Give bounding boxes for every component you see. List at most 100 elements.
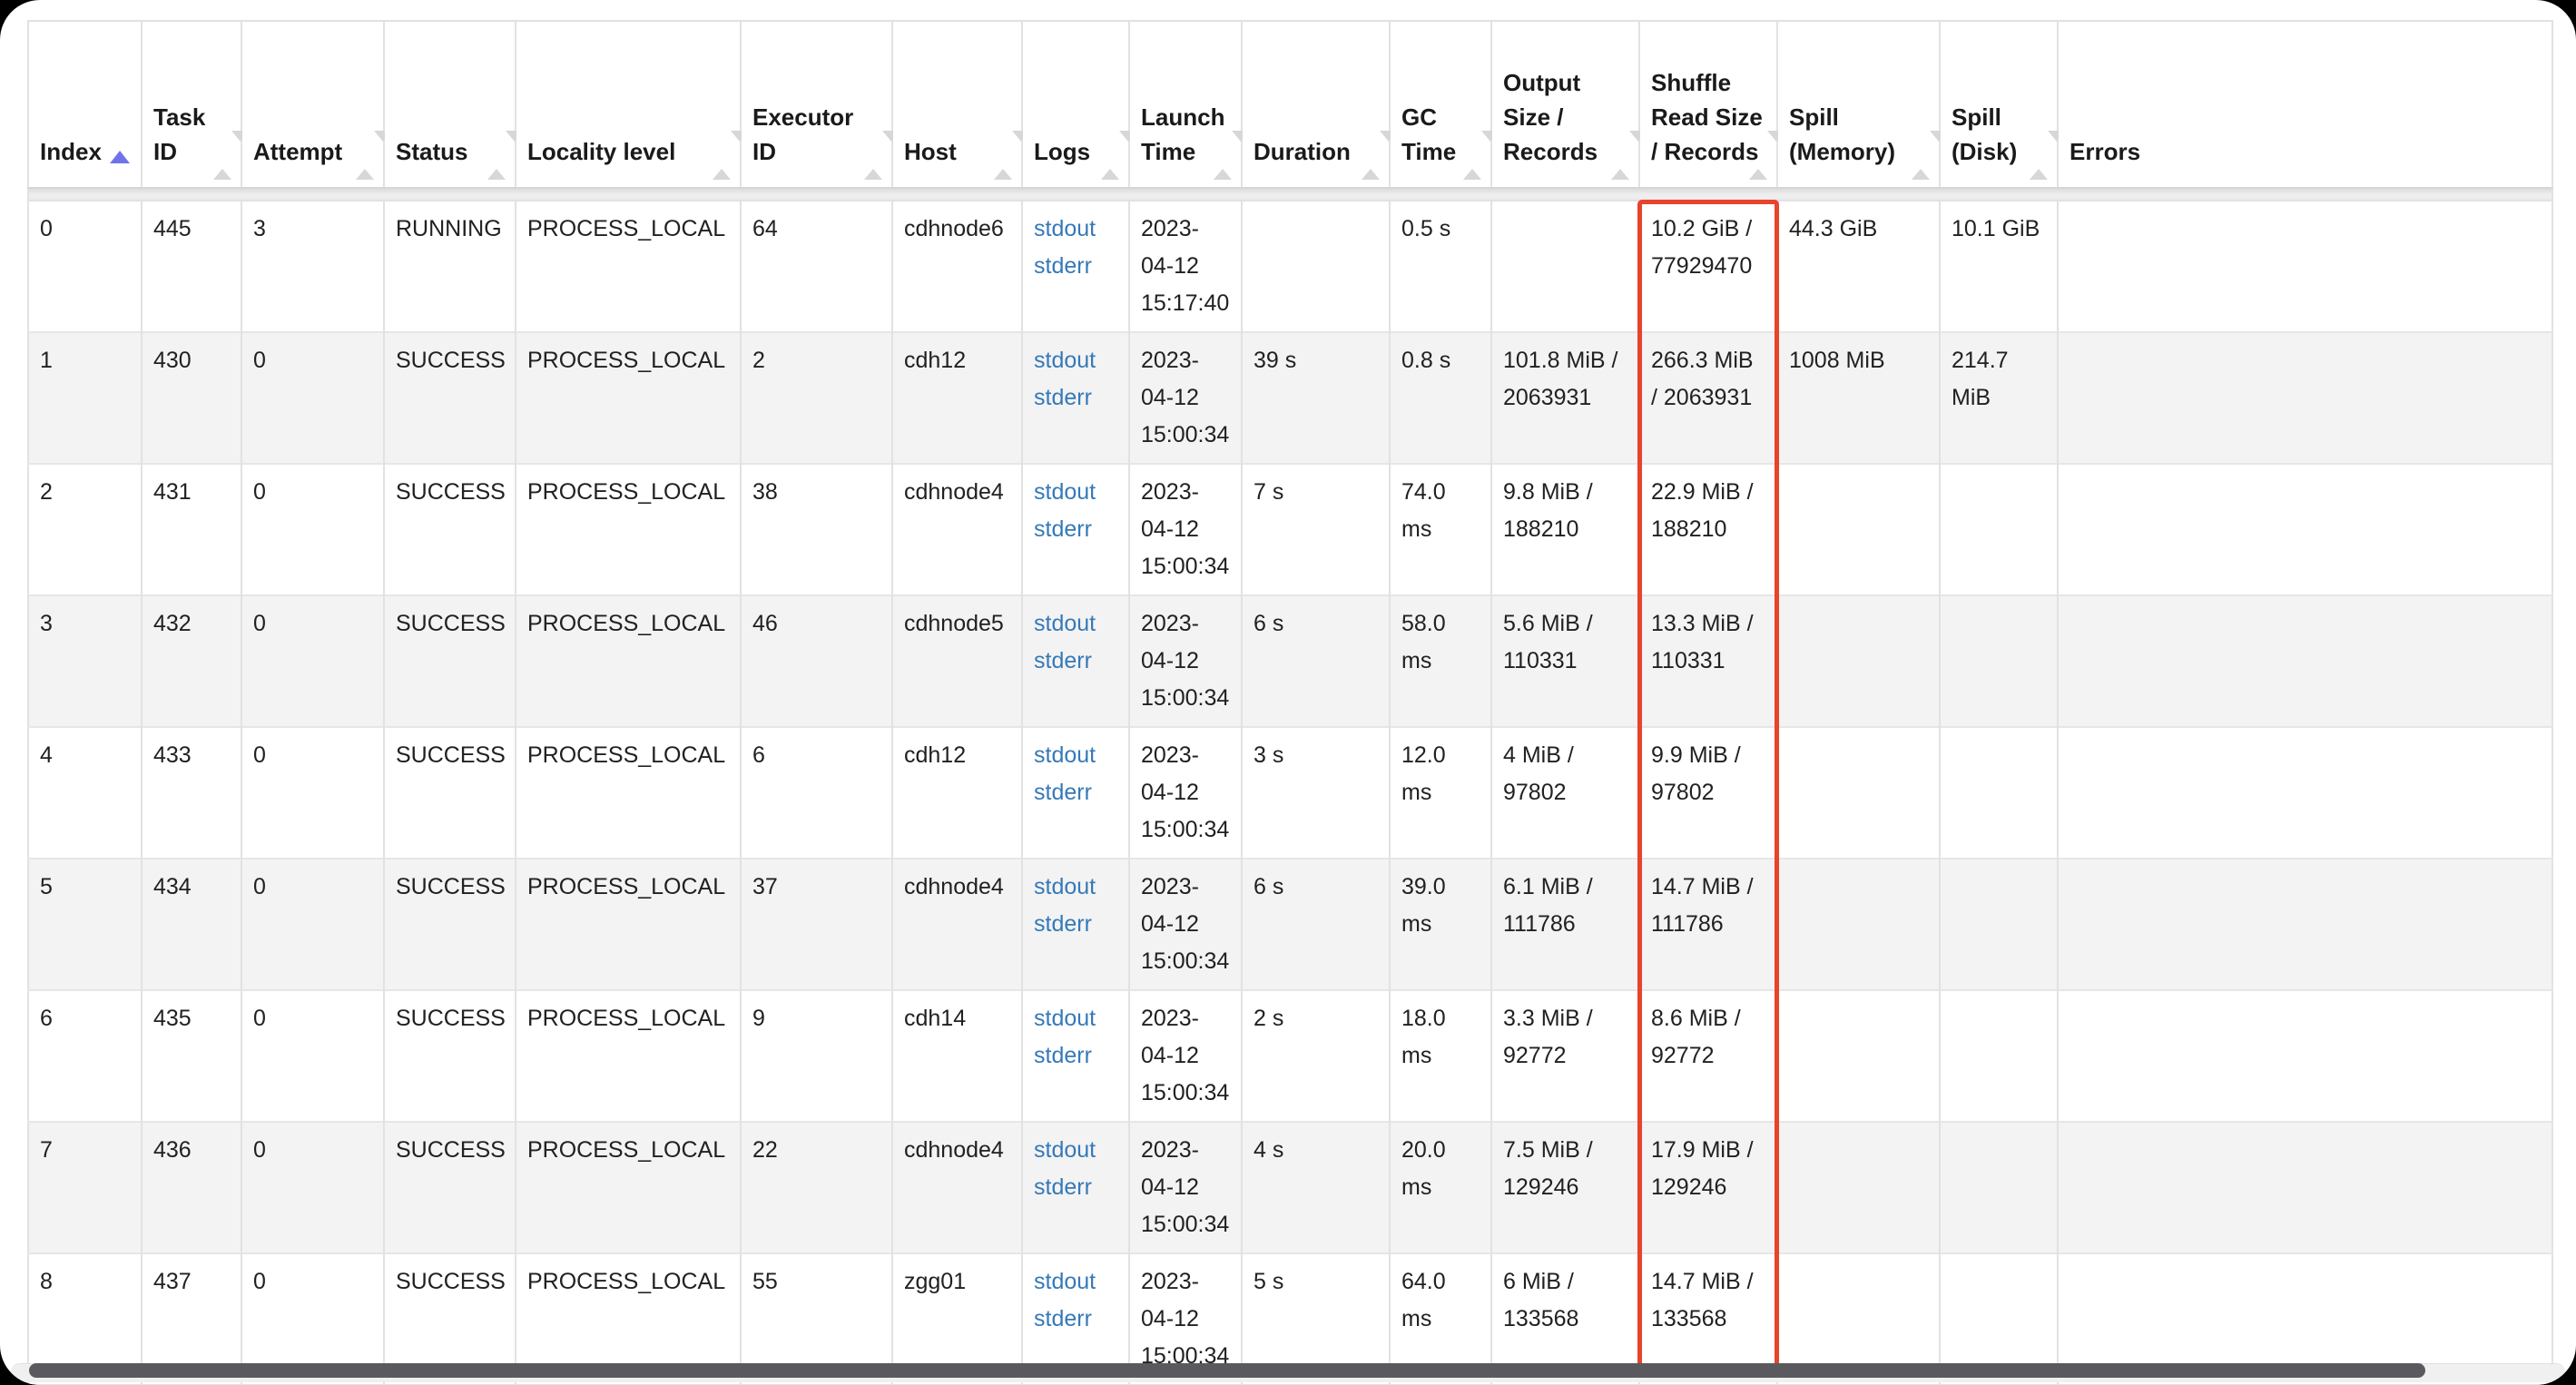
column-header-executor-id[interactable]: Executor ID <box>740 21 900 189</box>
table-row: 0 445 3 RUNNING PROCESS_LOCAL 64 cdhnode… <box>28 200 2552 332</box>
stdout-link[interactable]: stdout <box>1034 742 1096 768</box>
stderr-link[interactable]: stderr <box>1034 780 1092 805</box>
cell-duration: 2 s <box>1241 989 1390 1122</box>
column-header-attempt[interactable]: Attempt <box>241 21 392 189</box>
cell-attempt: 0 <box>241 594 384 727</box>
cell-launch-time: 2023-04-12 15:00:34 <box>1128 1252 1242 1385</box>
cell-locality: PROCESS_LOCAL <box>515 858 741 990</box>
cell-duration: 6 s <box>1241 858 1390 990</box>
column-label: Locality level <box>527 138 676 165</box>
table-row: 6 435 0 SUCCESS PROCESS_LOCAL 9 cdh14 st… <box>28 989 2552 1122</box>
stdout-link[interactable]: stdout <box>1034 611 1096 636</box>
cell-shuffle-read: 22.9 MiB / 188210 <box>1638 463 1777 595</box>
stdout-link[interactable]: stdout <box>1034 874 1096 899</box>
cell-host: zgg01 <box>891 1252 1022 1385</box>
cell-executor-id: 9 <box>740 989 892 1122</box>
cell-spill-disk: 10.1 GiB <box>1939 200 2058 332</box>
cell-index: 5 <box>28 858 142 990</box>
stderr-link[interactable]: stderr <box>1034 911 1092 937</box>
cell-shuffle-read: 8.6 MiB / 92772 <box>1638 989 1777 1122</box>
stdout-link[interactable]: stdout <box>1034 216 1096 241</box>
cell-gc-time: 0.8 s <box>1389 331 1491 464</box>
stderr-link[interactable]: stderr <box>1034 1174 1092 1200</box>
cell-logs: stdout stderr <box>1021 463 1129 595</box>
stderr-link[interactable]: stderr <box>1034 385 1092 410</box>
column-header-spill-memory[interactable]: Spill (Memory) <box>1776 21 1948 189</box>
cell-spill-disk <box>1939 594 2058 727</box>
horizontal-scrollbar-track[interactable] <box>11 1363 2565 1382</box>
table-row: 7 436 0 SUCCESS PROCESS_LOCAL 22 cdhnode… <box>28 1121 2552 1253</box>
cell-spill-disk <box>1939 726 2058 859</box>
column-header-spill-disk[interactable]: Spill (Disk) <box>1939 21 2066 189</box>
cell-errors <box>2057 331 2552 464</box>
sort-icon <box>1463 131 1499 180</box>
stdout-link[interactable]: stdout <box>1034 1006 1096 1031</box>
column-header-duration[interactable]: Duration <box>1241 21 1398 189</box>
cell-duration: 5 s <box>1241 1252 1390 1385</box>
column-header-output-size-records[interactable]: Output Size / Records <box>1490 21 1647 189</box>
stdout-link[interactable]: stdout <box>1034 348 1096 373</box>
column-header-host[interactable]: Host <box>891 21 1030 189</box>
stdout-link[interactable]: stdout <box>1034 1269 1096 1294</box>
column-header-launch-time[interactable]: Launch Time <box>1128 21 1250 189</box>
cell-attempt: 0 <box>241 989 384 1122</box>
cell-attempt: 0 <box>241 463 384 595</box>
cell-output: 101.8 MiB / 2063931 <box>1490 331 1639 464</box>
cell-spill-memory <box>1776 594 1940 727</box>
cell-spill-memory <box>1776 989 1940 1122</box>
column-header-gc-time[interactable]: GC Time <box>1389 21 1499 189</box>
cell-task-id: 430 <box>141 331 241 464</box>
sort-icon <box>213 131 250 180</box>
tasks-table-wrap: Index Task ID Attempt Status Locality le… <box>27 20 2553 1385</box>
cell-spill-memory <box>1776 1121 1940 1253</box>
cell-spill-memory <box>1776 858 1940 990</box>
column-label: Attempt <box>253 138 343 165</box>
cell-output: 3.3 MiB / 92772 <box>1490 989 1639 1122</box>
stderr-link[interactable]: stderr <box>1034 516 1092 542</box>
cell-host: cdhnode4 <box>891 1121 1022 1253</box>
table-row: 2 431 0 SUCCESS PROCESS_LOCAL 38 cdhnode… <box>28 463 2552 595</box>
cell-attempt: 0 <box>241 331 384 464</box>
stdout-link[interactable]: stdout <box>1034 479 1096 505</box>
sort-icon <box>1362 131 1398 180</box>
column-label: Executor ID <box>752 103 854 165</box>
cell-task-id: 431 <box>141 463 241 595</box>
cell-index: 0 <box>28 200 142 332</box>
stderr-link[interactable]: stderr <box>1034 1043 1092 1068</box>
cell-host: cdhnode5 <box>891 594 1022 727</box>
cell-duration: 4 s <box>1241 1121 1390 1253</box>
cell-errors <box>2057 463 2552 595</box>
cell-spill-memory <box>1776 463 1940 595</box>
stderr-link[interactable]: stderr <box>1034 253 1092 279</box>
cell-status: SUCCESS <box>383 726 516 859</box>
column-header-index[interactable]: Index <box>28 21 142 189</box>
column-header-status[interactable]: Status <box>383 21 524 189</box>
column-header-task-id[interactable]: Task ID <box>141 21 250 189</box>
column-label: Errors <box>2070 138 2141 165</box>
cell-output: 7.5 MiB / 129246 <box>1490 1121 1639 1253</box>
cell-executor-id: 46 <box>740 594 892 727</box>
cell-spill-disk <box>1939 463 2058 595</box>
cell-status: SUCCESS <box>383 463 516 595</box>
column-label: GC Time <box>1401 103 1457 165</box>
column-header-logs[interactable]: Logs <box>1021 21 1137 189</box>
sort-icon <box>1214 131 1250 180</box>
stderr-link[interactable]: stderr <box>1034 1306 1092 1331</box>
sort-icon <box>1611 131 1647 180</box>
column-label: Task ID <box>153 103 206 165</box>
cell-output <box>1490 200 1639 332</box>
cell-spill-disk <box>1939 858 2058 990</box>
column-header-locality-level[interactable]: Locality level <box>515 21 749 189</box>
stderr-link[interactable]: stderr <box>1034 648 1092 673</box>
cell-locality: PROCESS_LOCAL <box>515 594 741 727</box>
cell-gc-time: 12.0 ms <box>1389 726 1491 859</box>
cell-spill-memory: 44.3 GiB <box>1776 200 1940 332</box>
horizontal-scrollbar-thumb[interactable] <box>29 1363 2425 1378</box>
cell-duration: 39 s <box>1241 331 1390 464</box>
column-header-shuffle-read-size-records[interactable]: Shuffle Read Size / Records <box>1638 21 1785 189</box>
cell-output: 6.1 MiB / 111786 <box>1490 858 1639 990</box>
cell-attempt: 0 <box>241 1252 384 1385</box>
cell-gc-time: 20.0 ms <box>1389 1121 1491 1253</box>
stdout-link[interactable]: stdout <box>1034 1137 1096 1163</box>
cell-duration: 3 s <box>1241 726 1390 859</box>
